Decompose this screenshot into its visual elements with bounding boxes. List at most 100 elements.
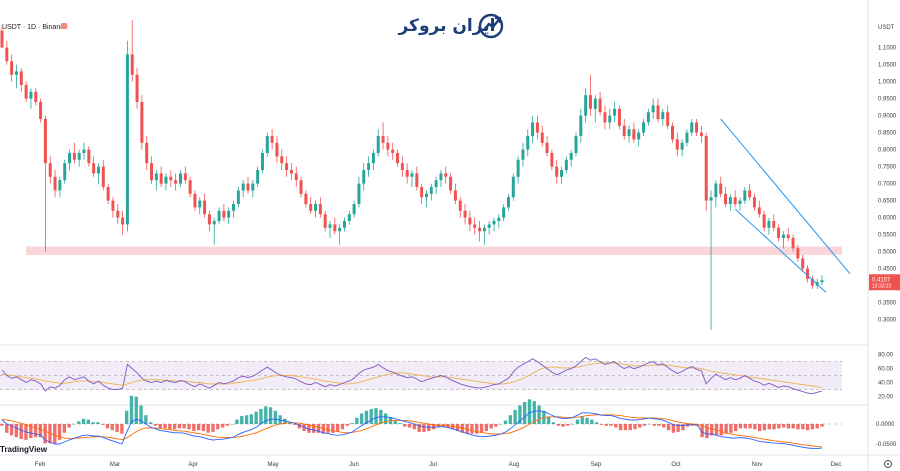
candle — [309, 197, 313, 215]
candle-body — [781, 234, 785, 238]
candle — [555, 159, 559, 184]
candle-body — [468, 217, 472, 225]
candle-body — [777, 227, 781, 238]
candle-body — [232, 204, 236, 211]
candle-body — [516, 159, 520, 177]
macd-histogram-bar — [484, 424, 489, 432]
candle — [622, 119, 626, 140]
candle-body — [478, 227, 482, 232]
candle — [695, 119, 699, 136]
channel-upper-trendline[interactable] — [720, 118, 851, 275]
macd-histogram-bar — [216, 424, 220, 430]
macd-histogram-bar — [513, 409, 517, 424]
candle — [333, 217, 337, 235]
macd-histogram-bar — [681, 424, 685, 431]
price-tick-label: 1.1000 — [878, 46, 897, 52]
candle-body — [511, 176, 515, 198]
candle-body — [106, 187, 110, 201]
candle — [43, 115, 47, 252]
candle — [598, 91, 602, 116]
candle — [410, 170, 414, 187]
candle-body — [101, 166, 105, 187]
candle-body — [569, 153, 573, 160]
symbol-legend[interactable]: USDT · 1D · Binance — [2, 24, 68, 31]
candle-body — [685, 132, 689, 143]
candle-body — [497, 217, 501, 221]
candle — [101, 159, 105, 191]
candle — [748, 183, 752, 201]
candle — [796, 244, 800, 262]
candle — [328, 221, 332, 238]
channel-lower-trendline[interactable] — [734, 208, 827, 293]
candle-body — [154, 173, 158, 181]
price-tick-label: 0.7000 — [878, 182, 897, 188]
candle — [642, 119, 646, 136]
candle-body — [733, 197, 737, 204]
macd-histogram-bar — [393, 420, 397, 424]
macd-histogram-bar — [148, 422, 153, 424]
candle-body — [622, 125, 626, 136]
macd-histogram-bar — [182, 424, 186, 429]
macd-histogram-bar — [407, 424, 412, 428]
candle-body — [198, 200, 202, 208]
candle — [10, 54, 14, 82]
candle — [550, 149, 554, 170]
candle-body — [145, 142, 149, 164]
macd-histogram-bar — [604, 424, 608, 426]
price-tick-label: 1.0500 — [878, 63, 897, 69]
macd-histogram-bar — [9, 424, 14, 436]
candle — [116, 204, 120, 225]
macd-histogram-bar — [225, 424, 230, 426]
macd-histogram-bar — [623, 424, 628, 431]
candle — [781, 231, 785, 249]
candle — [810, 275, 814, 289]
candle-body — [574, 136, 578, 153]
candle — [232, 200, 236, 218]
macd-histogram-bar — [801, 424, 805, 430]
tradingview-brand: TradingView — [0, 445, 48, 454]
candle-body — [362, 170, 366, 184]
macd-histogram-bar — [671, 424, 676, 433]
candle-body — [183, 173, 187, 181]
rsi-ma-line — [1, 362, 823, 388]
macd-histogram-bar — [67, 424, 71, 428]
candle-body — [482, 227, 486, 232]
candle-body — [203, 200, 207, 215]
candle-body — [400, 163, 404, 170]
candle-body — [164, 176, 168, 184]
macd-histogram-bar — [369, 409, 373, 424]
candle — [68, 149, 72, 170]
month-label: Jul — [429, 462, 437, 468]
candle-body — [367, 163, 371, 170]
candle — [439, 170, 443, 187]
macd-histogram-bar — [638, 424, 642, 428]
candle-body — [352, 204, 356, 215]
candle — [96, 163, 100, 184]
macd-histogram-bar — [77, 421, 81, 424]
candle — [661, 108, 665, 126]
candle-body — [584, 95, 588, 116]
candle-body — [424, 193, 428, 198]
candle — [77, 149, 81, 167]
settings-gear-icon[interactable] — [884, 460, 892, 468]
macd-histogram-bar — [686, 424, 690, 427]
month-label: Mar — [110, 462, 120, 468]
candle — [458, 197, 462, 218]
candle — [699, 125, 703, 143]
macd-histogram-bar — [139, 405, 143, 424]
candle-body — [820, 280, 824, 283]
candle-body — [318, 204, 322, 215]
candle-body — [453, 190, 457, 201]
candle-body — [251, 183, 255, 191]
macd-histogram-bar — [177, 424, 182, 429]
macd-histogram-bar — [494, 424, 498, 427]
macd-histogram-bar — [110, 424, 114, 431]
candle — [608, 108, 612, 130]
macd-histogram-bar — [105, 424, 110, 429]
macd-histogram-bar — [0, 424, 4, 426]
candle-body — [632, 129, 636, 140]
macd-histogram-bar — [5, 424, 9, 433]
candle-body — [772, 221, 776, 228]
candle — [738, 197, 742, 211]
